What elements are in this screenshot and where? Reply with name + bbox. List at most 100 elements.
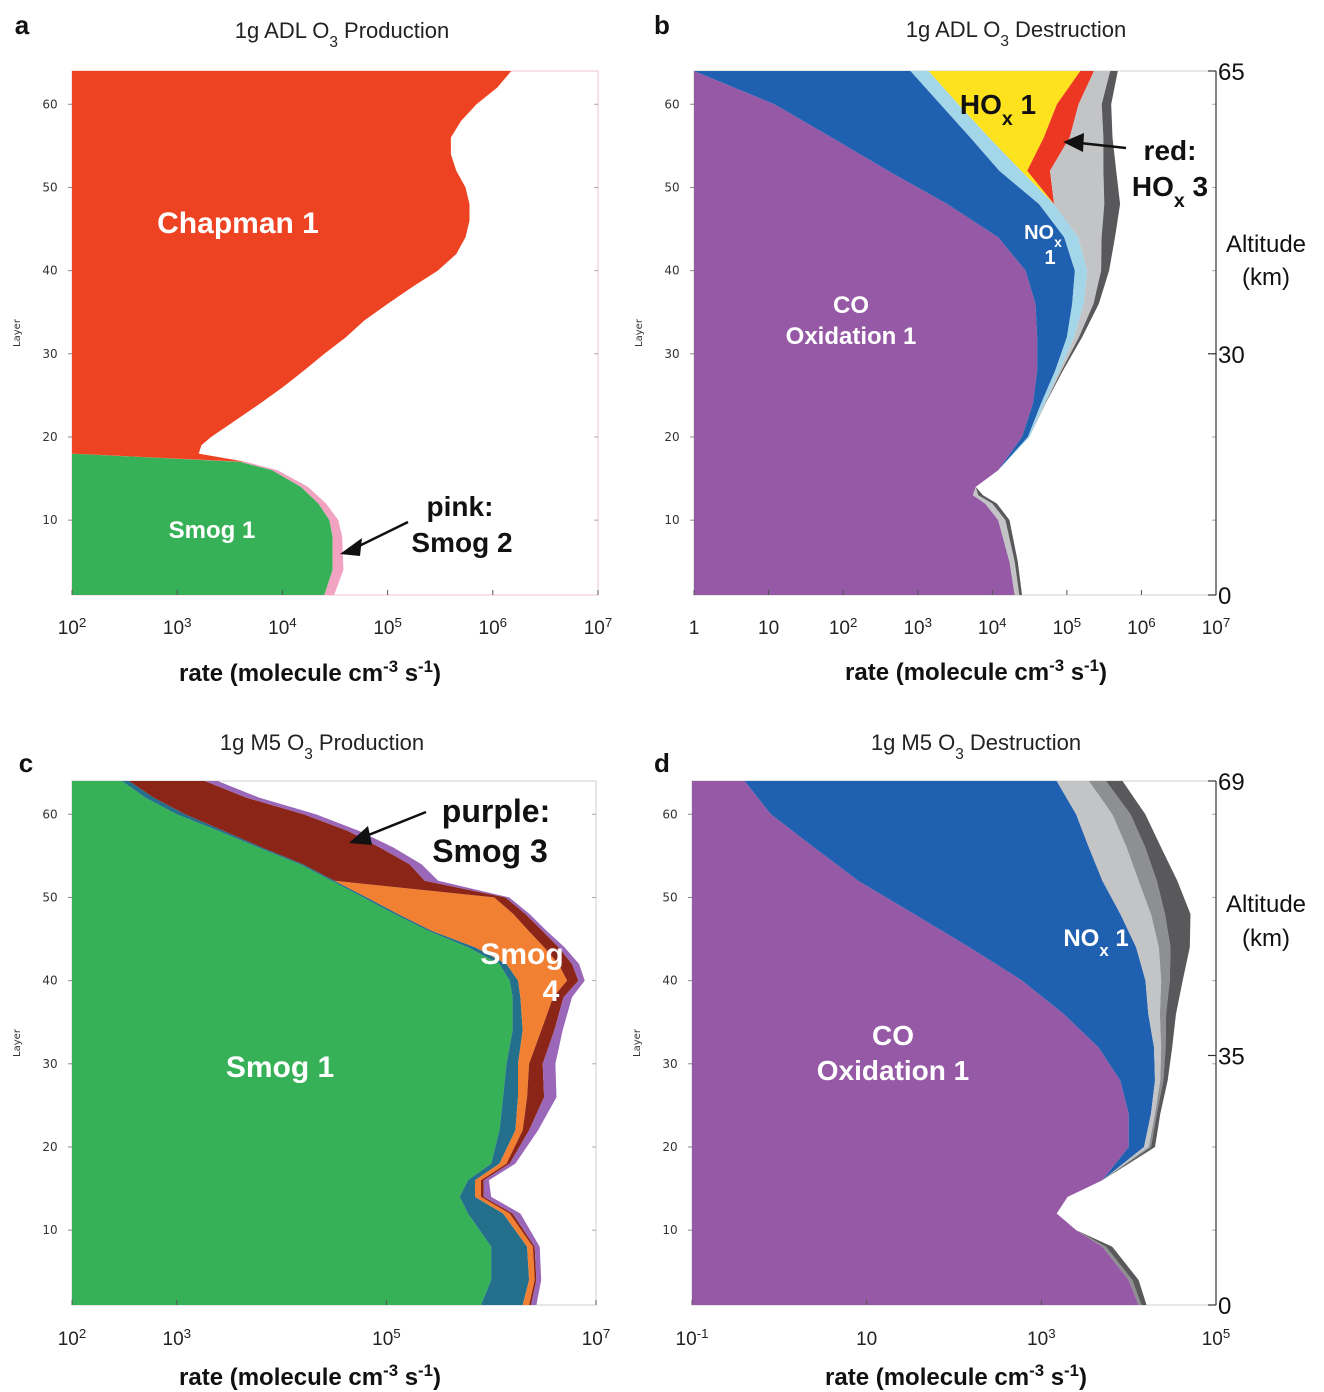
x-axis-label-part: s xyxy=(398,1364,418,1391)
x-axis-label-part: -1 xyxy=(418,657,433,676)
label-hox-1: HOx 1 xyxy=(960,89,1036,130)
x-tick-label-part: 10 xyxy=(676,1329,697,1350)
x-tick-label-part: -1 xyxy=(697,1326,709,1341)
annotation-pink-part: pink: xyxy=(427,491,494,522)
label-co-d: CO xyxy=(872,1020,914,1051)
x-axis-label-part: rate (molecule cm xyxy=(179,1364,383,1391)
x-tick-label-part: 10 xyxy=(479,618,500,639)
y-tick-label: 20 xyxy=(664,430,679,444)
label-hox-1-part: 1 xyxy=(1013,89,1036,120)
panel-letter-part: d xyxy=(654,748,670,778)
altitude-tick-label: 35 xyxy=(1218,1043,1245,1070)
x-axis-label-part: -3 xyxy=(1029,1361,1044,1380)
label-smog-4-part: Smog xyxy=(480,938,563,971)
x-tick-label-part: 10 xyxy=(1202,1329,1223,1350)
annotation-purple-part: purple: xyxy=(442,793,550,829)
area-b-hox-3 xyxy=(972,71,1094,595)
y-tick-label-part: 10 xyxy=(42,1223,57,1237)
panel-letter: b xyxy=(654,10,670,40)
altitude-unit-label-part: (km) xyxy=(1242,925,1290,952)
y-tick-label-part: 30 xyxy=(662,1057,677,1071)
x-tick-label: 102 xyxy=(58,615,87,640)
panel-title-part: Destruction xyxy=(964,730,1081,755)
area-a-chapman-1 xyxy=(72,71,512,595)
y-tick-label: 50 xyxy=(664,180,679,194)
panel-title-part: 1g ADL O xyxy=(906,17,1001,42)
x-axis-label-part: ) xyxy=(433,1364,441,1391)
label-smog-4: Smog xyxy=(480,938,563,971)
altitude-unit-label: (km) xyxy=(1242,264,1290,291)
label-nox-1-d-part: x xyxy=(1099,941,1109,960)
x-tick-label-part: 4 xyxy=(289,615,296,630)
y-tick-label-part: 60 xyxy=(664,97,679,111)
label-oxidation-1-d: Oxidation 1 xyxy=(817,1055,969,1086)
annotation-purple: purple: xyxy=(442,793,550,829)
y-axis-label: Layer xyxy=(12,318,23,347)
y-tick-label: 40 xyxy=(662,974,677,988)
altitude-label-part: Altitude xyxy=(1226,231,1306,258)
x-axis-label-part: s xyxy=(1044,1364,1064,1391)
y-tick-label-part: 20 xyxy=(662,1140,677,1154)
panel-title-part: 1g ADL O xyxy=(235,18,330,43)
area-c-smog-1 xyxy=(72,781,513,1305)
y-tick-label: 40 xyxy=(664,264,679,278)
x-tick-label-part: 7 xyxy=(605,615,612,630)
arrow-smog-3-shaft xyxy=(365,810,427,838)
y-tick-label: 10 xyxy=(42,1223,57,1237)
x-tick-label-part: 3 xyxy=(925,615,932,630)
y-tick-label: 40 xyxy=(42,264,57,278)
x-axis-label-part: ) xyxy=(433,660,441,687)
altitude-unit-label: (km) xyxy=(1242,925,1290,952)
arrow-smog-3-head xyxy=(349,826,372,845)
panel-title-part: 1g M5 O xyxy=(871,730,955,755)
y-tick-label-part: 60 xyxy=(662,807,677,821)
x-tick-label: 104 xyxy=(978,615,1007,640)
x-tick-label: 1 xyxy=(689,618,700,639)
y-tick-label: 10 xyxy=(664,513,679,527)
annotation-red-part: red: xyxy=(1144,135,1197,166)
panel-title-part: 3 xyxy=(1000,33,1009,50)
altitude-tick-label: 0 xyxy=(1218,1293,1231,1320)
x-axis-label-part: -3 xyxy=(383,1361,398,1380)
x-tick-label-part: 10 xyxy=(582,1329,603,1350)
annotation-smog-2: Smog 2 xyxy=(411,527,512,558)
y-tick-label: 40 xyxy=(42,974,57,988)
x-tick-label: 102 xyxy=(829,615,858,640)
y-tick-label-part: 40 xyxy=(664,264,679,278)
panel-letter: d xyxy=(654,748,670,778)
y-axis-label: Layer xyxy=(634,318,645,347)
panel-letter-part: b xyxy=(654,10,670,40)
x-axis-label-part: s xyxy=(398,660,418,687)
y-tick-label-part: 50 xyxy=(662,890,677,904)
y-tick-label: 30 xyxy=(42,1057,57,1071)
area-b-nox-1 xyxy=(694,71,1075,595)
altitude-tick-label-part: 30 xyxy=(1218,342,1245,369)
label-chapman-1: Chapman 1 xyxy=(157,207,319,240)
area-d-nox-1 xyxy=(744,781,1155,1305)
x-axis-label: rate (molecule cm-3 s-1) xyxy=(825,1361,1087,1392)
x-axis-label: rate (molecule cm-3 s-1) xyxy=(845,656,1107,687)
x-axis-label-part: rate (molecule cm xyxy=(179,660,383,687)
label-hox-1-part: x xyxy=(1002,108,1013,130)
x-axis-label-part: rate (molecule cm xyxy=(845,659,1049,686)
x-tick-label-part: 10 xyxy=(163,618,184,639)
y-tick-label-part: 50 xyxy=(42,180,57,194)
x-tick-label-part: 5 xyxy=(394,615,401,630)
y-tick-label: 30 xyxy=(664,347,679,361)
x-axis-label-part: -1 xyxy=(1084,656,1099,675)
label-chapman-1-part: Chapman 1 xyxy=(157,207,319,240)
annotation-hox-3: HOx 3 xyxy=(1132,171,1208,212)
x-tick-label-part: 10 xyxy=(58,618,79,639)
altitude-tick-label: 69 xyxy=(1218,769,1245,796)
x-tick-label-part: 1 xyxy=(689,618,700,639)
altitude-label: Altitude xyxy=(1226,231,1306,258)
x-tick-label: 103 xyxy=(903,615,932,640)
panel-title: 1g M5 O3 Destruction xyxy=(871,730,1081,763)
area-b-co-oxidation-1 xyxy=(694,71,1038,595)
x-tick-label-part: 10 xyxy=(856,1329,877,1350)
label-oxidation-1-b: Oxidation 1 xyxy=(786,323,917,350)
x-tick-label-part: 6 xyxy=(1148,615,1155,630)
x-tick-label: 103 xyxy=(163,615,192,640)
x-tick-label-part: 7 xyxy=(603,1326,610,1341)
